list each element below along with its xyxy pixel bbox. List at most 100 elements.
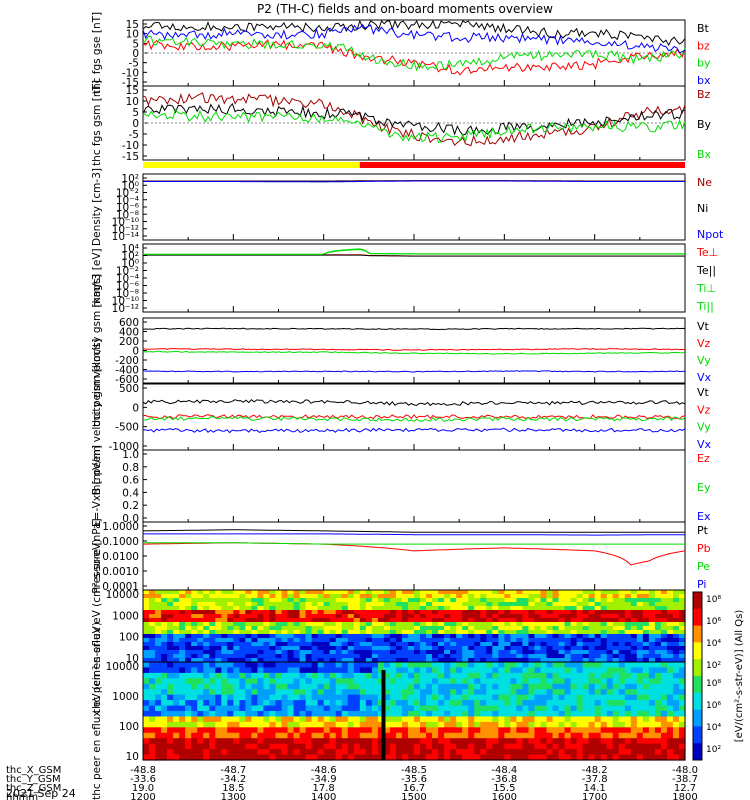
peer_spectrogram-cell (221, 749, 228, 756)
peer_spectrogram-cell (197, 694, 204, 701)
efield-ytick: 0.4 (122, 487, 139, 499)
peir_spectrogram-cell (191, 602, 198, 607)
peer_spectrogram-cell (666, 721, 674, 728)
peir_spectrogram-cell (359, 650, 367, 655)
peer_spectrogram-cell (167, 711, 174, 718)
peer_spectrogram-cell (197, 678, 204, 685)
peir_spectrogram-cell (251, 642, 259, 647)
peer_spectrogram-cell (359, 705, 367, 712)
peer_spectrogram-cell (191, 683, 198, 690)
peer_spectrogram-cell (359, 732, 367, 739)
peer_spectrogram-cell (552, 738, 560, 745)
peer_spectrogram-cell (432, 667, 439, 674)
peir_spectrogram-cell (215, 646, 222, 651)
peer_spectrogram-cell (444, 683, 451, 690)
peir_spectrogram-cell (179, 598, 186, 603)
peer_spectrogram-cell (618, 705, 626, 712)
temperature-ytick: 10⁻⁸ (116, 288, 139, 300)
peir_spectrogram-cell (636, 614, 644, 619)
peir_spectrogram-cell (420, 658, 427, 663)
peir_spectrogram-cell (401, 602, 409, 607)
peir_spectrogram-cell (191, 646, 198, 651)
peer_spectrogram-cell (383, 727, 391, 734)
peir_spectrogram-cell (215, 650, 222, 655)
peer_spectrogram-cell (678, 694, 686, 701)
peer_spectrogram-cell (167, 683, 174, 690)
peir_spectrogram-cell (263, 614, 271, 619)
peer_spectrogram-cell (426, 705, 433, 712)
peer_spectrogram-cell (624, 683, 632, 690)
peer_spectrogram-cell (606, 727, 614, 734)
peer_spectrogram-cell (233, 700, 240, 707)
peir_spectrogram-cell (323, 646, 331, 651)
peir_spectrogram-cell (594, 650, 602, 655)
peer_spectrogram-cell (323, 672, 331, 679)
peer_spectrogram-cell (263, 662, 271, 669)
peir_spectrogram-cell (185, 610, 192, 615)
peer_spectrogram-cell (329, 716, 337, 723)
peir_spectrogram-cell (239, 638, 246, 643)
peer_spectrogram-cell (588, 700, 596, 707)
peir_spectrogram-cell (191, 618, 198, 623)
peer_spectrogram-cell (341, 721, 349, 728)
peir_spectrogram-cell (335, 626, 343, 631)
peer_spectrogram-cell (383, 683, 391, 690)
peir_spectrogram-cell (516, 630, 523, 635)
peir_spectrogram-cell (311, 650, 319, 655)
peer_spectrogram-cell (287, 711, 295, 718)
peer_spectrogram-cell (371, 716, 379, 723)
peer_spectrogram-cell (642, 754, 650, 761)
peer_spectrogram-cell (173, 749, 180, 756)
peer_spectrogram-cell (522, 727, 530, 734)
peer_spectrogram-cell (215, 732, 222, 739)
density-ytick: 10⁻¹⁴ (112, 231, 139, 243)
peir_spectrogram-cell (576, 626, 584, 631)
peer_spectrogram-cell (444, 672, 451, 679)
peir_spectrogram-cell (606, 610, 614, 615)
peir_spectrogram-cell (227, 630, 234, 635)
peer_spectrogram-cell (239, 689, 246, 696)
peir_spectrogram-cell (636, 618, 644, 623)
peir_spectrogram-cell (263, 630, 271, 635)
peir_spectrogram-cell (480, 594, 487, 599)
peir_spectrogram-cell (299, 626, 307, 631)
peer_spectrogram-cell (624, 711, 632, 718)
peir_spectrogram-cell (438, 634, 445, 639)
peir_spectrogram-cell (311, 590, 319, 595)
peir_spectrogram-cell (468, 610, 475, 615)
peer_spectrogram-cell (420, 662, 427, 669)
peer_spectrogram-cell (564, 667, 572, 674)
peir_spectrogram-cell (522, 626, 530, 631)
peir_spectrogram-cell (510, 610, 517, 615)
peir_spectrogram-cell (468, 618, 475, 623)
peer_spectrogram-cell (365, 694, 373, 701)
peer_spectrogram-cell (353, 672, 361, 679)
peer_spectrogram-cell (287, 694, 295, 701)
peir_spectrogram-cell (299, 614, 307, 619)
peir_spectrogram-cell (420, 646, 427, 651)
peir_spectrogram-cell (444, 646, 451, 651)
peer_spectrogram-cell (239, 716, 246, 723)
peir_spectrogram-cell (365, 590, 373, 595)
peir_spectrogram-cell (293, 654, 301, 659)
peer_spectrogram-cell (407, 662, 415, 669)
peer_spectrogram-cell (329, 738, 337, 745)
peer_spectrogram-cell (474, 727, 481, 734)
peir_spectrogram-cell (678, 634, 686, 639)
peer_spectrogram-cell (335, 716, 343, 723)
peer_spectrogram-cell (173, 700, 180, 707)
peer_spectrogram-cell (185, 694, 192, 701)
peir_spectrogram-cell (606, 622, 614, 627)
peer_spectrogram-cell (480, 721, 487, 728)
peer_spectrogram-cell (149, 700, 156, 707)
peer_spectrogram-cell (305, 689, 313, 696)
peer_spectrogram-cell (239, 738, 246, 745)
density-frame (142, 173, 686, 241)
peir_spectrogram-cell (444, 650, 451, 655)
peer_spectrogram-cell (600, 689, 608, 696)
peir_spectrogram-cell (209, 618, 216, 623)
peir_spectrogram-cell (414, 646, 421, 651)
peer_spectrogram-cell (636, 727, 644, 734)
peir_spectrogram-cell (317, 646, 325, 651)
peir_spectrogram-cell (329, 646, 337, 651)
